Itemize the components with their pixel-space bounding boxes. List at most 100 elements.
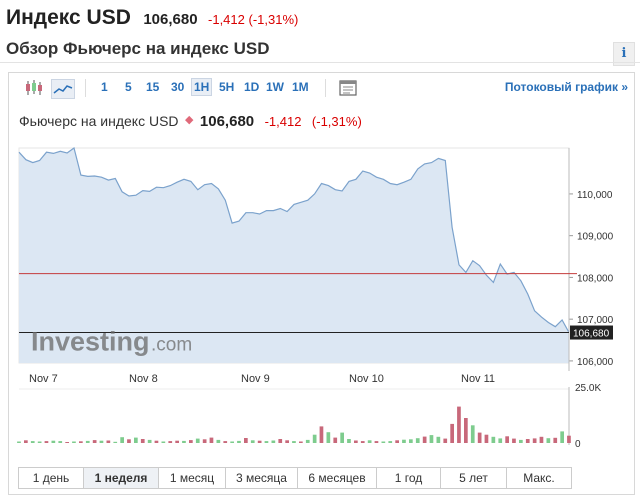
volume-bar — [237, 440, 241, 443]
volume-bar — [285, 440, 289, 443]
price-line — [18, 146, 570, 333]
x-tick-label: Nov 11 — [461, 373, 495, 385]
volume-bar — [567, 435, 571, 443]
current-price-label: 106,680 — [573, 329, 610, 340]
volume-bar — [560, 431, 564, 443]
diamond-icon: ◆ — [184, 114, 194, 126]
volume-bar — [24, 440, 28, 443]
interval-1m-button[interactable]: 1M — [292, 80, 309, 94]
candlestick-icon[interactable] — [23, 79, 45, 97]
volume-bar — [244, 438, 248, 443]
range-button-3[interactable]: 3 месяца — [226, 468, 298, 488]
volume-bar — [525, 439, 530, 443]
range-button-2[interactable]: 1 месяц — [159, 468, 226, 488]
interval-30-button[interactable]: 30 — [171, 80, 185, 94]
volume-bar — [30, 441, 35, 443]
volume-bar — [457, 406, 461, 443]
settings-icon[interactable] — [338, 79, 360, 97]
interval-1w-button[interactable]: 1W — [266, 80, 284, 94]
volume-bar — [305, 439, 310, 443]
chart-toolbar: 1 5 15 30 1H 5H 1D 1W 1M Потоковый график » — [9, 73, 634, 103]
volume-bar — [395, 440, 399, 443]
volume-bar — [519, 439, 523, 443]
y-tick-label: 106,000 — [577, 357, 614, 368]
volume-bar — [250, 440, 255, 443]
volume-bar — [209, 437, 214, 443]
volume-bar — [292, 441, 296, 443]
volume-bar — [484, 434, 489, 443]
x-tick-label: Nov 7 — [29, 373, 58, 385]
volume-bar — [216, 439, 221, 443]
range-button-7[interactable]: Макс. — [523, 471, 555, 485]
interval-1d-button[interactable]: 1D — [244, 80, 260, 94]
page-header: Индекс USD 106,680 -1,412 (-1,31%) — [6, 6, 298, 30]
volume-bar — [491, 436, 496, 443]
volume-bar — [505, 436, 509, 443]
volume-bar — [422, 436, 427, 443]
volume-bar — [168, 441, 173, 443]
y-tick-label: 107,000 — [577, 315, 614, 326]
interval-5h-button[interactable]: 5H — [219, 80, 235, 94]
volume-bar — [436, 436, 441, 443]
area-chart-icon[interactable] — [51, 79, 75, 99]
volume-zero-label: 0 — [575, 439, 581, 450]
info-button[interactable]: i — [613, 42, 635, 66]
interval-5-button[interactable]: 5 — [125, 80, 132, 94]
volume-bar — [415, 438, 420, 443]
volume-bar — [37, 441, 42, 443]
volume-bar — [354, 440, 358, 443]
volume-bar — [120, 437, 124, 443]
volume-bar — [477, 432, 482, 443]
volume-bar — [161, 441, 166, 443]
volume-bar — [85, 440, 90, 443]
volume-bar — [367, 440, 372, 443]
volume-bar — [182, 440, 186, 443]
volume-bar — [223, 441, 228, 443]
range-button-6[interactable]: 5 лет — [441, 468, 507, 488]
volume-bar — [374, 441, 379, 443]
interval-1-button[interactable]: 1 — [101, 80, 108, 94]
divider — [0, 62, 640, 63]
range-button-0[interactable]: 1 день — [19, 468, 84, 488]
volume-bar — [44, 441, 49, 443]
volume-bar — [450, 423, 454, 443]
volume-bar — [340, 432, 344, 443]
volume-bar — [299, 441, 303, 443]
range-button-5[interactable]: 1 год — [377, 468, 441, 488]
volume-bar — [58, 441, 63, 443]
page-title: Индекс USD — [6, 6, 131, 29]
interval-1h-button[interactable]: 1H — [191, 78, 213, 96]
y-tick-label: 110,000 — [577, 190, 613, 201]
volume-bar — [409, 439, 413, 443]
volume-bar — [381, 441, 386, 443]
volume-bar — [257, 440, 262, 443]
instrument-header: Фьючерс на индекс USD ◆ 106,680 -1,412 (… — [19, 113, 362, 131]
volume-bar — [388, 441, 393, 443]
stream-chart-label[interactable]: Потоковый график — [504, 80, 618, 94]
interval-15-button[interactable]: 15 — [146, 80, 160, 94]
volume-bar — [147, 439, 152, 443]
volume-bar — [443, 438, 448, 443]
stream-chart-link[interactable]: Потоковый график » — [505, 80, 628, 94]
volume-bar — [264, 441, 269, 443]
volume-bar — [271, 440, 276, 443]
y-tick-label: 109,000 — [577, 232, 614, 243]
double-chevron-icon: » — [621, 80, 628, 94]
header-price: 106,680 — [143, 11, 198, 28]
volume-bar — [539, 436, 544, 443]
volume-bar — [140, 439, 145, 443]
header-change: -1,412 (-1,31%) — [208, 12, 299, 27]
volume-bar — [113, 441, 118, 443]
volume-bar — [326, 432, 331, 443]
volume-bar — [127, 439, 131, 443]
range-button-1[interactable]: 1 неделя — [84, 468, 159, 488]
current-price-tag — [570, 325, 613, 340]
y-tick-label: 108,000 — [577, 273, 614, 284]
volume-bar — [230, 441, 234, 443]
x-tick-label: Nov 9 — [241, 373, 270, 385]
volume-bar — [51, 440, 56, 443]
price-chart[interactable]: 110,000 109,000 108,000 107,000 106,000 106,6… — [9, 73, 634, 463]
volume-bar — [17, 441, 21, 443]
volume-bar — [512, 438, 516, 443]
range-button-4[interactable]: 6 месяцев — [298, 468, 377, 488]
